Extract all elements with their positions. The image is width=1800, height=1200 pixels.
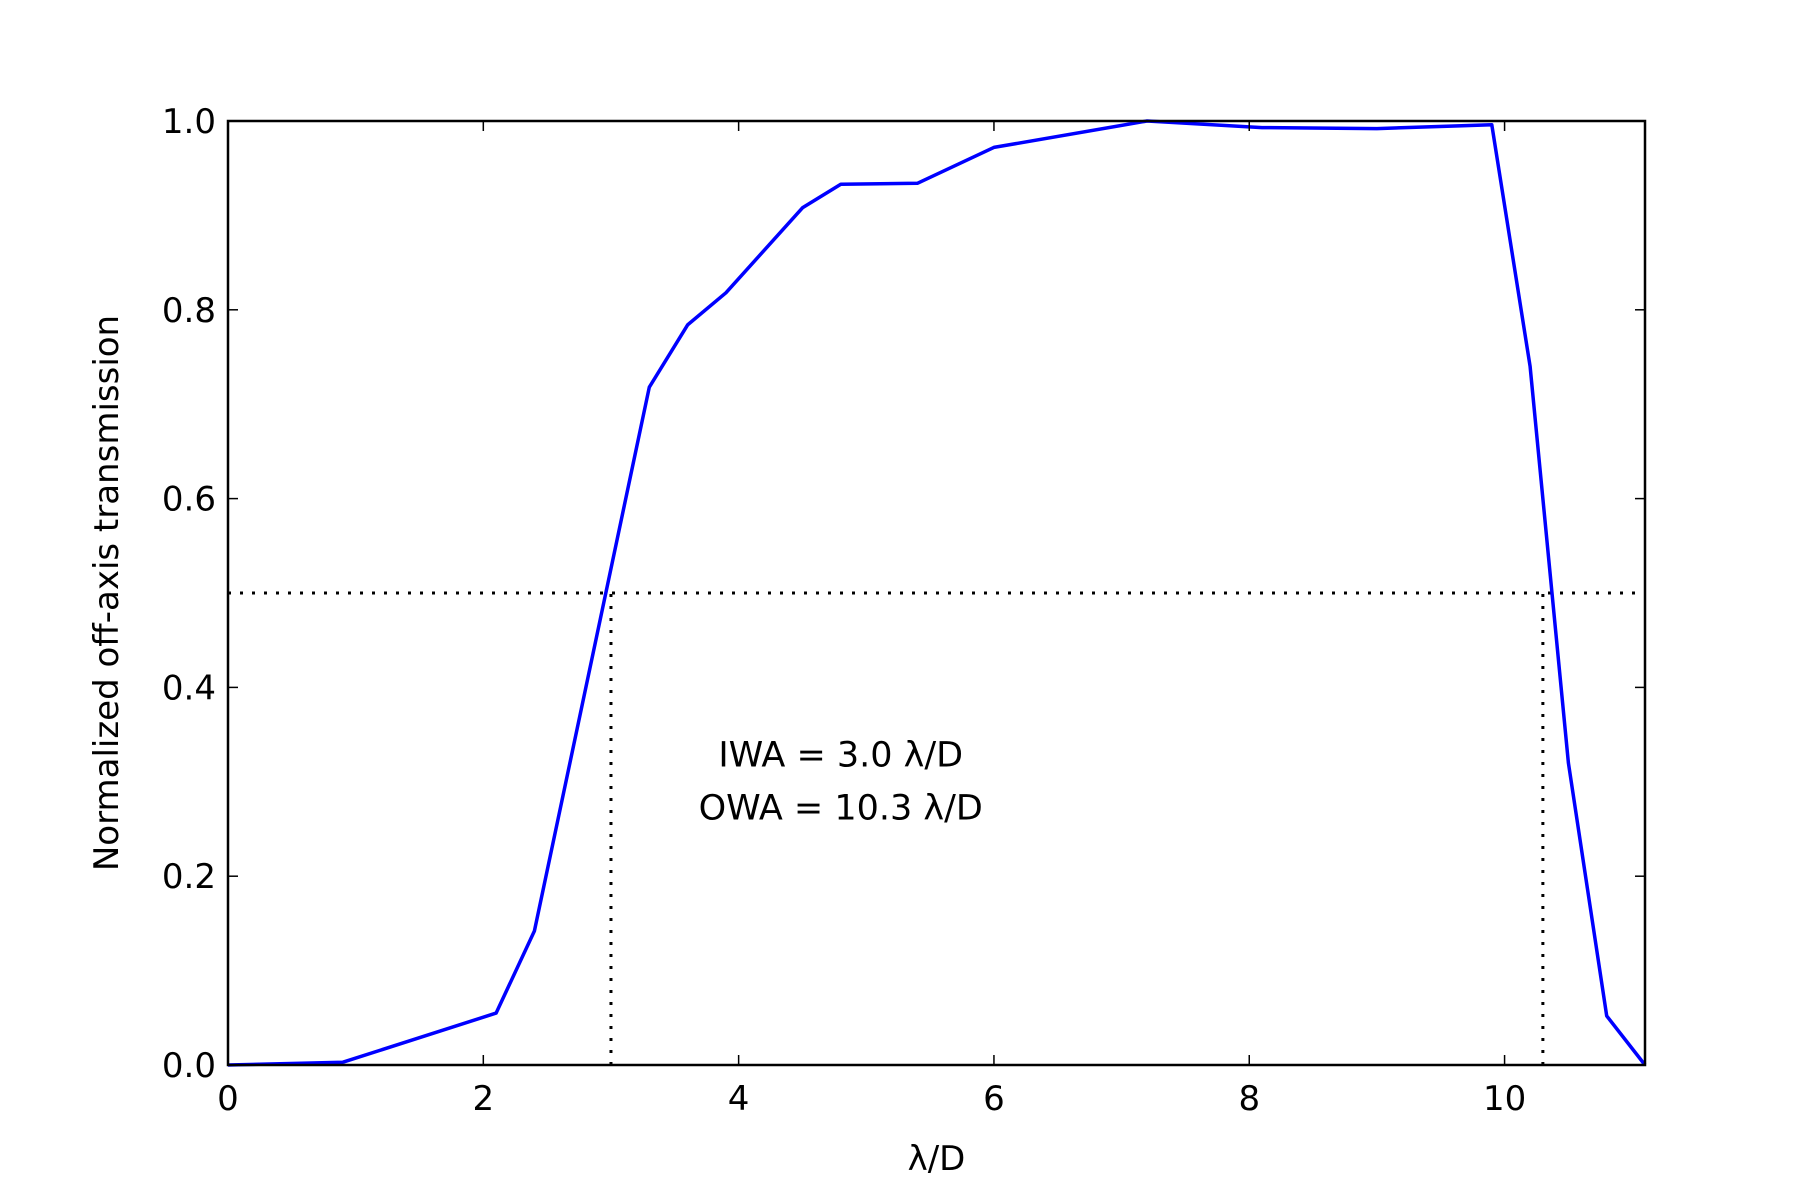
annotation-1: OWA = 10.3 λ/D — [699, 789, 983, 829]
x-tick-label: 6 — [983, 1079, 1005, 1119]
x-axis-label: λ/D — [908, 1139, 966, 1179]
series-line-0 — [227, 119, 1647, 1067]
x-tick-label: 8 — [1238, 1079, 1260, 1119]
y-tick-label: 0.2 — [162, 857, 216, 897]
x-tick-label: 0 — [217, 1079, 239, 1119]
y-tick-label: 0.4 — [162, 668, 216, 708]
ticks: 0 2 4 6 8 10 0.0 0.2 0.4 0.6 0.8 1.0 — [162, 102, 1645, 1119]
y-tick-label: 0.0 — [162, 1046, 216, 1086]
annotations: IWA = 3.0 λ/D OWA = 10.3 λ/D — [699, 736, 983, 829]
annotation-0: IWA = 3.0 λ/D — [718, 736, 963, 776]
y-tick-label: 1.0 — [162, 102, 216, 142]
reference-lines — [228, 591, 1645, 1065]
y-axis-label: Normalized off-axis transmission — [87, 315, 127, 871]
x-tick-label: 4 — [728, 1079, 750, 1119]
plot-frame — [226, 119, 1647, 1067]
y-tick-label: 0.8 — [162, 291, 216, 331]
x-tick-label: 10 — [1483, 1079, 1526, 1119]
series-layer — [227, 119, 1647, 1067]
x-tick-label: 2 — [472, 1079, 494, 1119]
y-tick-label: 0.6 — [162, 480, 216, 520]
